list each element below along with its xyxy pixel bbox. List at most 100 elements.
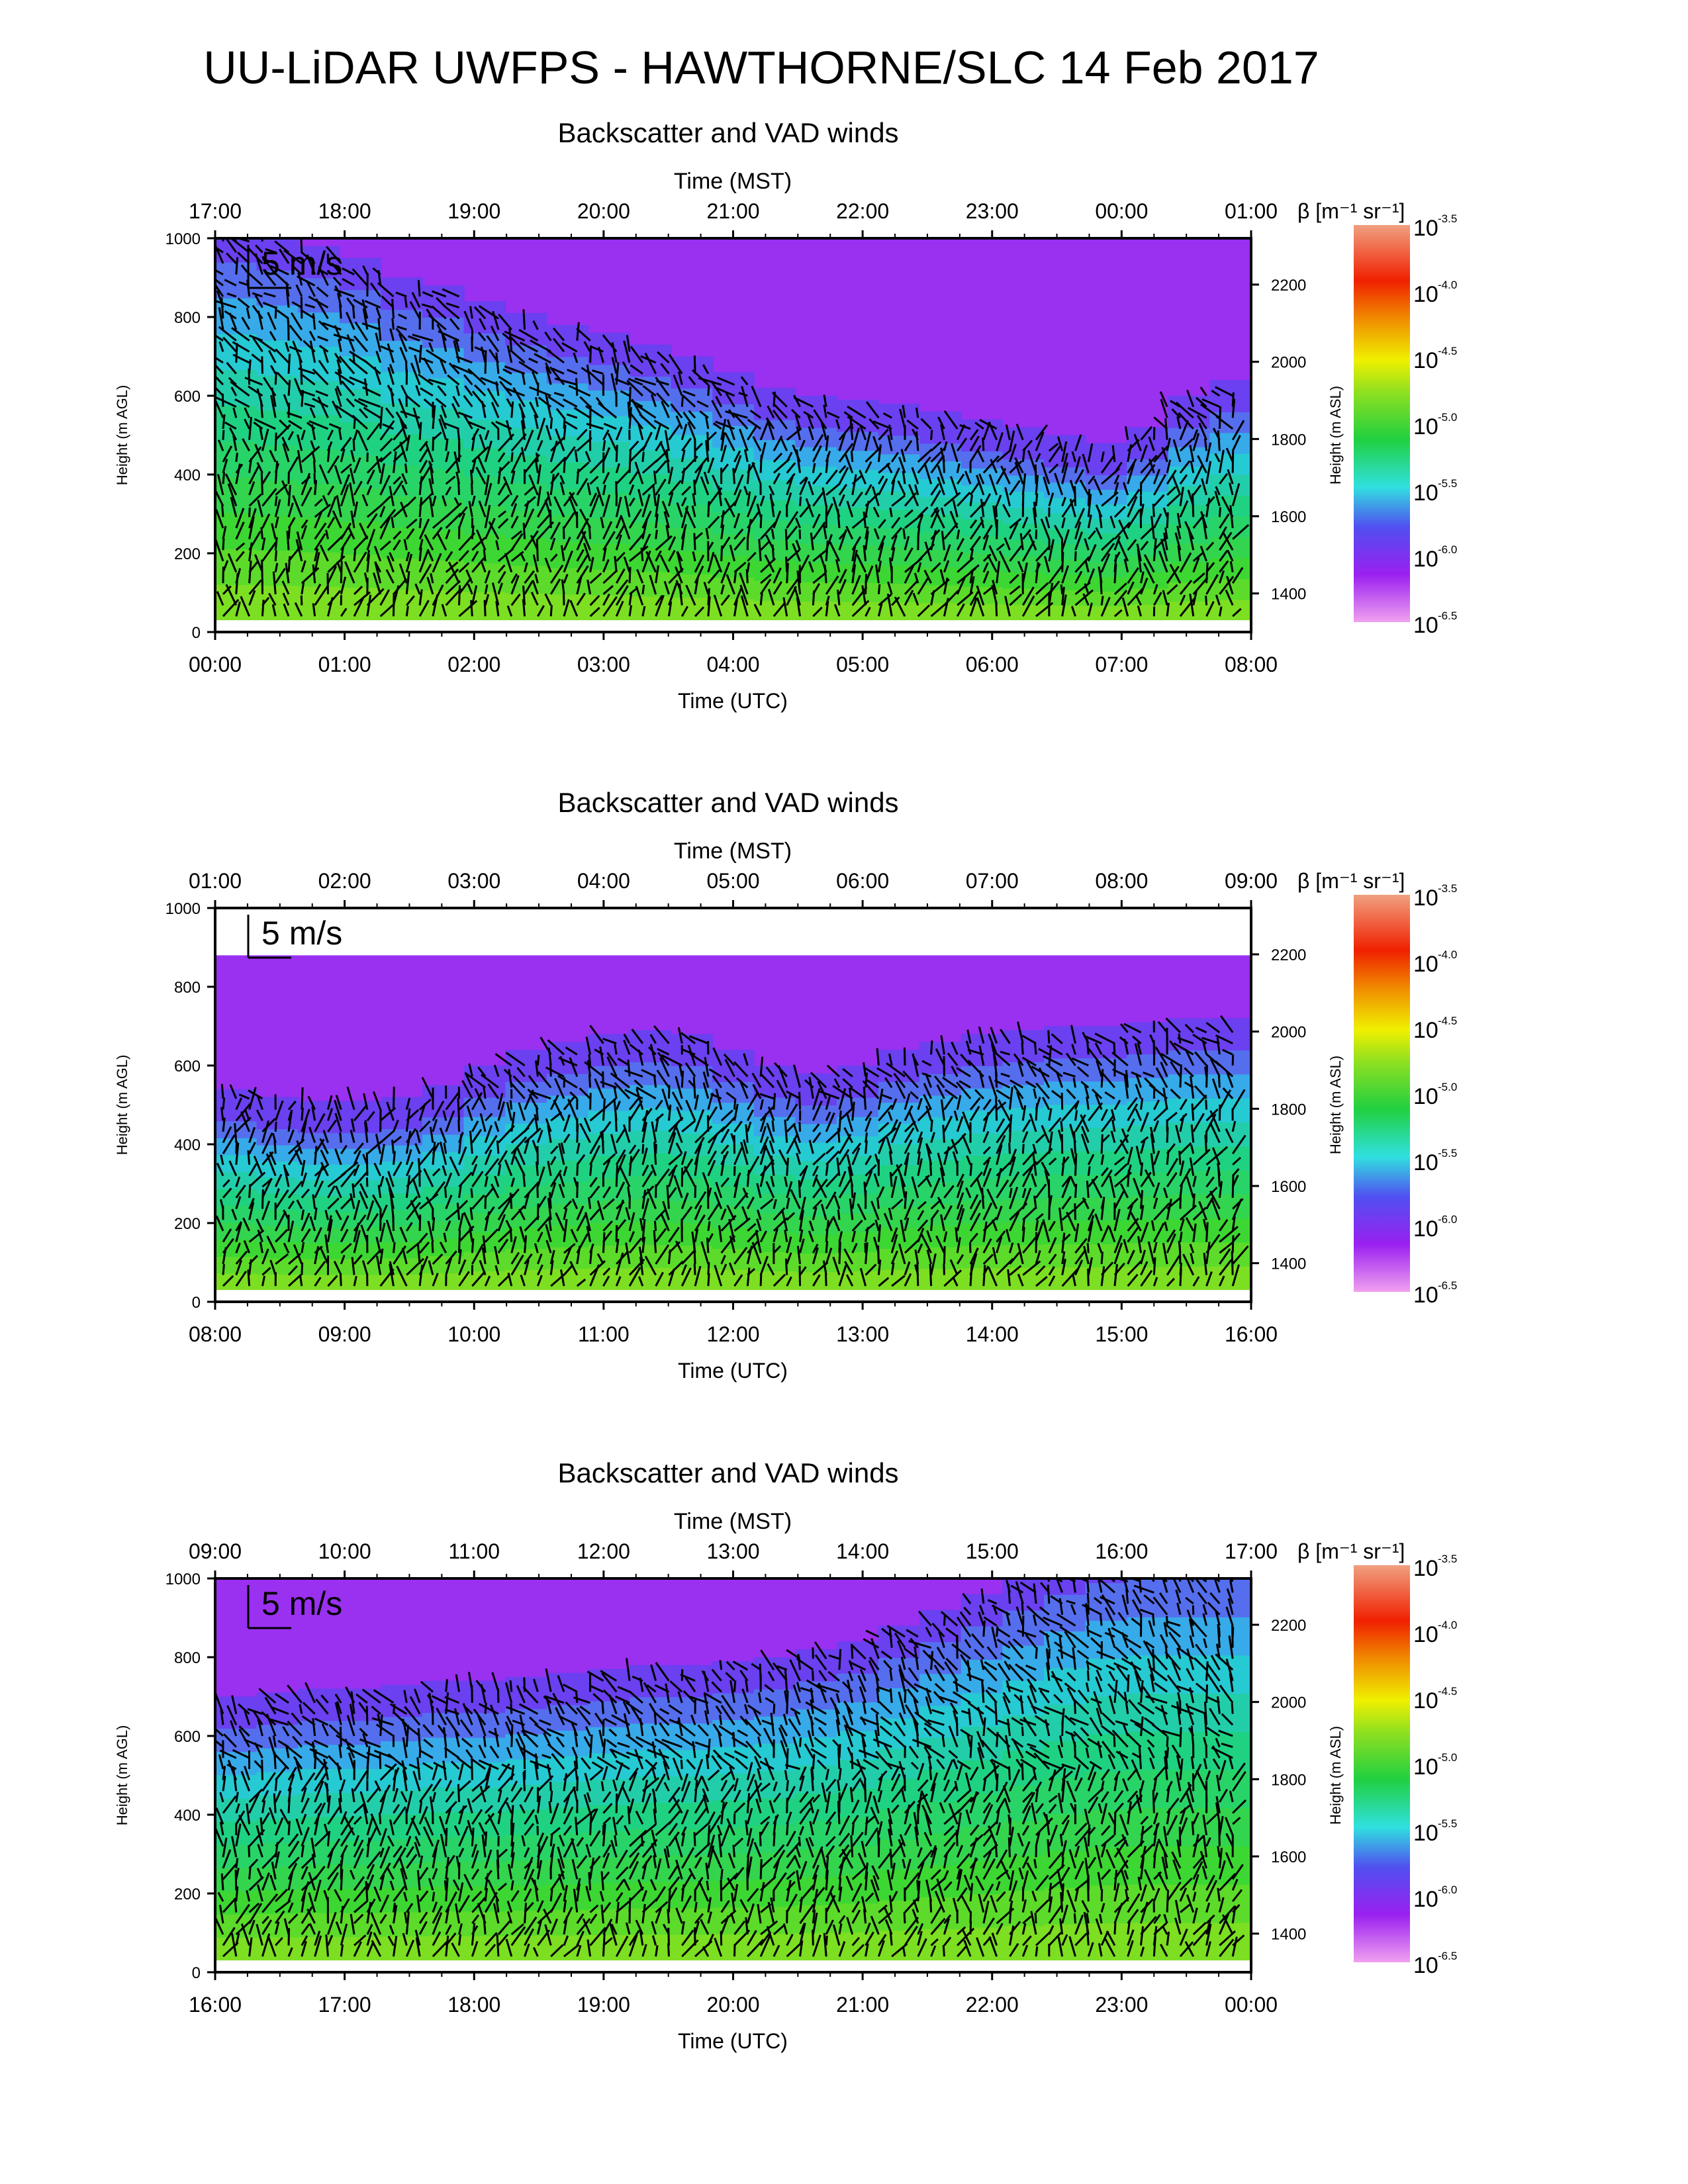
wind-arrow <box>314 1803 323 1814</box>
wind-arrow <box>904 1217 910 1232</box>
wind-arrow <box>421 1077 434 1099</box>
wind-arrow <box>588 1074 592 1088</box>
wind-arrow <box>680 1151 687 1165</box>
wind-arrow <box>1000 1050 1010 1056</box>
wind-arrow <box>1150 516 1155 539</box>
wind-arrow <box>733 412 749 430</box>
wind-arrow <box>248 385 263 397</box>
wind-arrow <box>262 302 276 309</box>
wind-arrow <box>886 593 893 617</box>
wind-arrow <box>1026 1060 1037 1077</box>
wind-arrow <box>400 1868 408 1891</box>
wind-arrow <box>256 1884 263 1902</box>
wind-arrow <box>331 400 342 419</box>
wind-arrow <box>222 472 226 484</box>
wind-arrow <box>1217 430 1221 451</box>
wind-arrow <box>510 574 520 595</box>
wind-arrow <box>996 543 1005 551</box>
wind-arrow <box>878 1104 893 1122</box>
wind-arrow <box>334 1100 342 1121</box>
wind-arrow <box>585 405 604 419</box>
backscatter-cell <box>298 1242 340 1259</box>
wind-arrow <box>228 1160 238 1177</box>
wind-arrow <box>680 424 688 441</box>
wind-arrow <box>1087 1220 1094 1242</box>
wind-arrow <box>641 533 651 551</box>
wind-arrow <box>773 510 782 529</box>
wind-arrow <box>1231 483 1241 507</box>
wind-arrow <box>399 1226 408 1243</box>
wind-arrow <box>1173 1042 1194 1056</box>
wind-arrow <box>366 1212 379 1232</box>
wind-arrow <box>484 570 491 584</box>
wind-arrow <box>379 451 392 463</box>
wind-arrow <box>301 1923 310 1935</box>
wind-arrow <box>584 1061 604 1077</box>
backscatter-cell <box>546 1073 589 1096</box>
wind-arrow <box>641 1189 647 1209</box>
wind-arrow <box>256 1825 263 1846</box>
wind-arrow <box>1162 590 1168 606</box>
wind-arrow <box>825 1163 829 1176</box>
wind-arrow <box>1061 1156 1066 1176</box>
wind-arrow <box>877 542 884 562</box>
wind-arrow <box>283 1166 290 1177</box>
wind-arrow <box>705 416 710 430</box>
wind-arrow <box>890 1121 902 1144</box>
wind-arrow <box>675 580 683 595</box>
backscatter-cell <box>878 546 921 566</box>
wind-arrow <box>1205 1271 1213 1287</box>
wind-arrow <box>1185 1217 1195 1232</box>
wind-arrow <box>868 418 880 430</box>
wind-arrow <box>266 1236 277 1253</box>
backscatter-cell <box>381 589 423 621</box>
wind-arrow <box>550 553 558 562</box>
wind-arrow <box>1035 1097 1041 1111</box>
wind-arrow <box>470 600 473 617</box>
wind-arrow <box>549 1156 557 1165</box>
wind-arrow <box>353 457 361 474</box>
wind-arrow <box>587 370 604 386</box>
backscatter-cell <box>339 1274 382 1291</box>
wind-arrow <box>569 600 579 617</box>
wind-arrow <box>418 547 422 562</box>
wind-arrow <box>545 1118 552 1132</box>
wind-arrow <box>668 582 678 606</box>
wind-arrow <box>925 1105 933 1121</box>
wind-arrow <box>634 461 644 484</box>
wind-arrow <box>406 518 418 529</box>
backscatter-cell <box>298 1274 340 1291</box>
wind-arrow <box>863 511 867 529</box>
wind-arrow <box>799 1238 805 1253</box>
wind-arrow <box>261 1790 269 1803</box>
wind-arrow <box>518 328 539 341</box>
wind-arrow <box>596 1253 604 1265</box>
wind-arrow <box>614 1044 618 1055</box>
wind-arrow <box>588 1054 592 1066</box>
wind-arrow <box>387 385 395 396</box>
wind-arrow <box>712 422 722 430</box>
wind-arrow <box>287 1129 295 1144</box>
wind-arrow <box>660 363 670 375</box>
wind-arrow <box>484 475 490 496</box>
wind-arrow <box>428 478 434 496</box>
wind-arrow <box>261 1711 277 1726</box>
wind-arrow <box>772 409 788 430</box>
wind-arrow <box>912 1055 919 1066</box>
near-surface-gap <box>215 620 1251 632</box>
wind-arrow <box>391 1139 395 1154</box>
wind-arrow <box>393 1767 400 1781</box>
wind-arrow <box>230 238 250 253</box>
wind-arrow <box>215 400 224 418</box>
wind-arrow <box>688 376 696 386</box>
wind-arrow <box>1017 561 1024 573</box>
wind-arrow <box>395 411 408 430</box>
wind-arrow <box>602 1232 606 1253</box>
wind-arrow <box>1127 1146 1133 1165</box>
wind-arrow <box>534 1114 539 1132</box>
wind-arrow <box>656 380 669 386</box>
wind-arrow <box>943 1115 953 1132</box>
wind-arrow <box>287 1200 295 1210</box>
wind-arrow <box>340 448 346 463</box>
wind-arrow <box>545 1224 552 1242</box>
